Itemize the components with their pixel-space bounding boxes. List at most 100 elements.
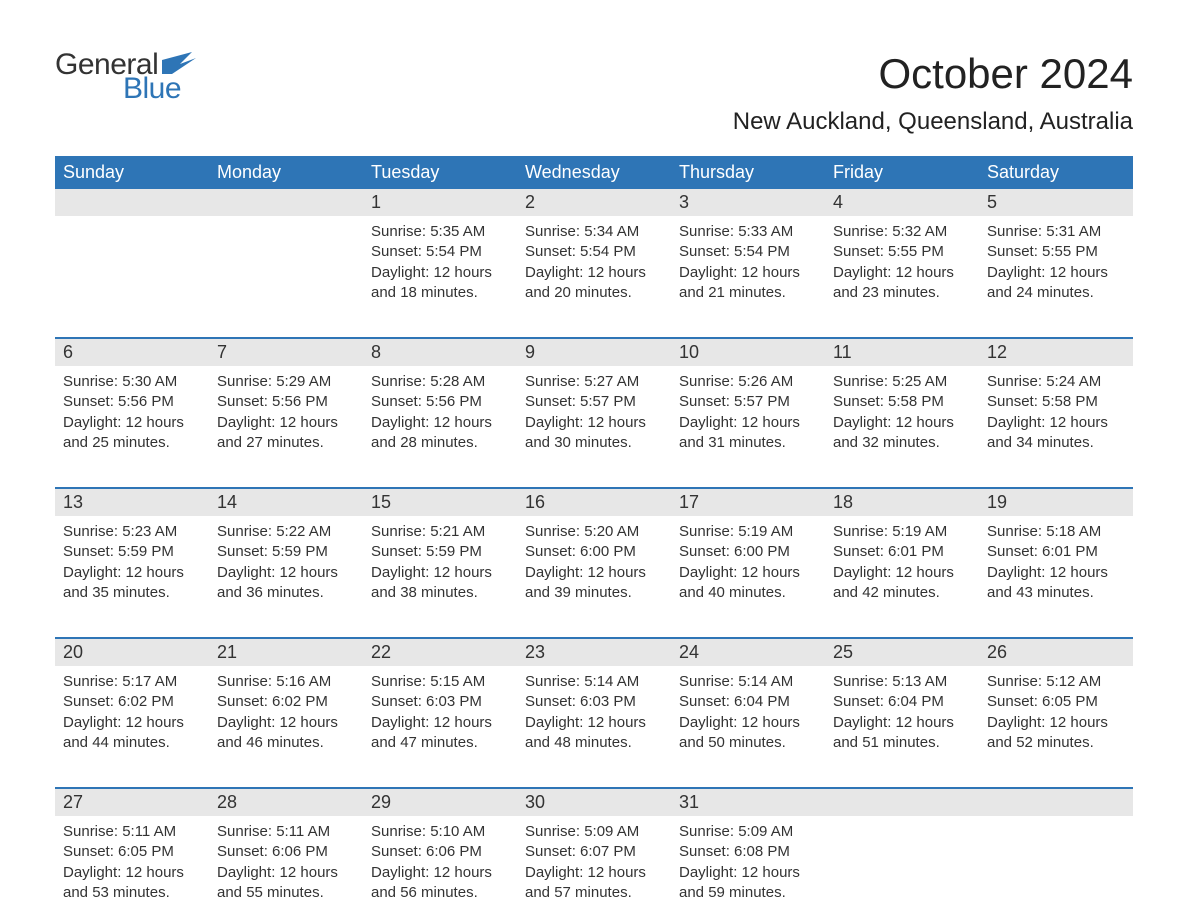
daylight-text: Daylight: 12 hours and 35 minutes.: [63, 563, 201, 604]
day-content: Sunrise: 5:09 AMSunset: 6:08 PMDaylight:…: [671, 816, 825, 917]
daylight-text: Daylight: 12 hours and 25 minutes.: [63, 413, 201, 454]
day-content: Sunrise: 5:10 AMSunset: 6:06 PMDaylight:…: [363, 816, 517, 917]
sunrise-text: Sunrise: 5:12 AM: [987, 672, 1125, 692]
day-cell: 16 Sunrise: 5:20 AMSunset: 6:00 PMDayligh…: [517, 489, 671, 619]
day-number: 19: [979, 489, 1133, 516]
week-row: 20Sunrise: 5:17 AMSunset: 6:02 PMDayligh…: [55, 637, 1133, 769]
sunrise-text: Sunrise: 5:20 AM: [525, 522, 663, 542]
weekday-header: Wednesday: [517, 156, 671, 189]
daylight-text: Daylight: 12 hours and 55 minutes.: [217, 863, 355, 904]
sunrise-text: Sunrise: 5:28 AM: [371, 372, 509, 392]
sunset-text: Sunset: 5:55 PM: [987, 242, 1125, 262]
day-cell: 6 Sunrise: 5:30 AMSunset: 5:56 PMDaylight…: [55, 339, 209, 469]
day-number: [825, 789, 979, 816]
title-block: October 2024 New Auckland, Queensland, A…: [733, 50, 1133, 136]
sunrise-text: Sunrise: 5:10 AM: [371, 822, 509, 842]
week-row: 27Sunrise: 5:11 AMSunset: 6:05 PMDayligh…: [55, 787, 1133, 919]
daylight-text: Daylight: 12 hours and 23 minutes.: [833, 263, 971, 304]
sunset-text: Sunset: 6:08 PM: [679, 842, 817, 862]
day-number: 18: [825, 489, 979, 516]
day-number: 21: [209, 639, 363, 666]
sunset-text: Sunset: 5:54 PM: [371, 242, 509, 262]
day-cell: 22Sunrise: 5:15 AMSunset: 6:03 PMDayligh…: [363, 639, 517, 769]
day-cell: 9Sunrise: 5:27 AMSunset: 5:57 PMDaylight…: [517, 339, 671, 469]
day-content: Sunrise: 5:17 AMSunset: 6:02 PMDaylight:…: [55, 666, 209, 767]
sunrise-text: Sunrise: 5:19 AM: [679, 522, 817, 542]
logo-word2: Blue: [123, 74, 196, 104]
daylight-text: Daylight: 12 hours and 20 minutes.: [525, 263, 663, 304]
week-row: 6Sunrise: 5:30 AMSunset: 5:56 PMDaylight…: [55, 337, 1133, 469]
day-number: 17: [671, 489, 825, 516]
day-number: 15: [363, 489, 517, 516]
daylight-text: Daylight: 12 hours and 31 minutes.: [679, 413, 817, 454]
day-content: Sunrise: 5:16 AMSunset: 6:02 PMDaylight:…: [209, 666, 363, 767]
sunset-text: Sunset: 5:59 PM: [371, 542, 509, 562]
weekday-header: Sunday: [55, 156, 209, 189]
day-content: Sunrise: 5:25 AMSunset: 5:58 PMDaylight:…: [825, 366, 979, 467]
day-content: Sunrise: 5:14 AMSunset: 6:03 PMDaylight:…: [517, 666, 671, 767]
day-content: Sunrise: 5:28 AMSunset: 5:56 PMDaylight:…: [363, 366, 517, 467]
day-number: 22: [363, 639, 517, 666]
day-number: 3: [671, 189, 825, 216]
day-content: Sunrise: 5:13 AMSunset: 6:04 PMDaylight:…: [825, 666, 979, 767]
daylight-text: Daylight: 12 hours and 30 minutes.: [525, 413, 663, 454]
sunrise-text: Sunrise: 5:22 AM: [217, 522, 355, 542]
day-number: 24: [671, 639, 825, 666]
daylight-text: Daylight: 12 hours and 18 minutes.: [371, 263, 509, 304]
weekday-header: Monday: [209, 156, 363, 189]
day-content: Sunrise: 5:35 AMSunset: 5:54 PMDaylight:…: [363, 216, 517, 317]
sunrise-text: Sunrise: 5:35 AM: [371, 222, 509, 242]
daylight-text: Daylight: 12 hours and 32 minutes.: [833, 413, 971, 454]
daylight-text: Daylight: 12 hours and 46 minutes.: [217, 713, 355, 754]
week-row: 13Sunrise: 5:23 AMSunset: 5:59 PMDayligh…: [55, 487, 1133, 619]
day-content: Sunrise: 5:11 AMSunset: 6:05 PMDaylight:…: [55, 816, 209, 917]
sunset-text: Sunset: 6:06 PM: [371, 842, 509, 862]
day-content: Sunrise: 5:14 AMSunset: 6:04 PMDaylight:…: [671, 666, 825, 767]
daylight-text: Daylight: 12 hours and 36 minutes.: [217, 563, 355, 604]
daylight-text: Daylight: 12 hours and 38 minutes.: [371, 563, 509, 604]
day-content: Sunrise: 5:31 AMSunset: 5:55 PMDaylight:…: [979, 216, 1133, 317]
sunrise-text: Sunrise: 5:34 AM: [525, 222, 663, 242]
sunrise-text: Sunrise: 5:15 AM: [371, 672, 509, 692]
day-content: Sunrise: 5:12 AMSunset: 6:05 PMDaylight:…: [979, 666, 1133, 767]
sunrise-text: Sunrise: 5:11 AM: [63, 822, 201, 842]
day-cell: 24Sunrise: 5:14 AMSunset: 6:04 PMDayligh…: [671, 639, 825, 769]
day-cell: 10Sunrise: 5:26 AMSunset: 5:57 PMDayligh…: [671, 339, 825, 469]
sunset-text: Sunset: 6:06 PM: [217, 842, 355, 862]
daylight-text: Daylight: 12 hours and 40 minutes.: [679, 563, 817, 604]
day-number: 6: [55, 339, 209, 366]
daylight-text: Daylight: 12 hours and 51 minutes.: [833, 713, 971, 754]
sunrise-text: Sunrise: 5:27 AM: [525, 372, 663, 392]
day-cell: [209, 189, 363, 319]
day-number: 31: [671, 789, 825, 816]
sunset-text: Sunset: 5:56 PM: [63, 392, 201, 412]
day-cell: 23Sunrise: 5:14 AMSunset: 6:03 PMDayligh…: [517, 639, 671, 769]
sunset-text: Sunset: 5:56 PM: [371, 392, 509, 412]
location: New Auckland, Queensland, Australia: [733, 108, 1133, 136]
day-content: Sunrise: 5:29 AMSunset: 5:56 PMDaylight:…: [209, 366, 363, 467]
sunset-text: Sunset: 5:58 PM: [987, 392, 1125, 412]
sunset-text: Sunset: 6:04 PM: [679, 692, 817, 712]
day-number: 28: [209, 789, 363, 816]
day-number: 16: [517, 489, 671, 516]
day-number: 12: [979, 339, 1133, 366]
day-number: 27: [55, 789, 209, 816]
day-content: Sunrise: 5:15 AMSunset: 6:03 PMDaylight:…: [363, 666, 517, 767]
sunset-text: Sunset: 6:00 PM: [525, 542, 663, 562]
header: General Blue October 2024 New Auckland, …: [55, 50, 1133, 136]
sunrise-text: Sunrise: 5:09 AM: [679, 822, 817, 842]
logo: General Blue: [55, 50, 196, 104]
day-cell: 30Sunrise: 5:09 AMSunset: 6:07 PMDayligh…: [517, 789, 671, 919]
daylight-text: Daylight: 12 hours and 39 minutes.: [525, 563, 663, 604]
sunrise-text: Sunrise: 5:30 AM: [63, 372, 201, 392]
weekday-header: Thursday: [671, 156, 825, 189]
daylight-text: Daylight: 12 hours and 52 minutes.: [987, 713, 1125, 754]
day-number: 7: [209, 339, 363, 366]
sunrise-text: Sunrise: 5:33 AM: [679, 222, 817, 242]
day-number: 26: [979, 639, 1133, 666]
day-cell: 14Sunrise: 5:22 AMSunset: 5:59 PMDayligh…: [209, 489, 363, 619]
day-number: 25: [825, 639, 979, 666]
sunset-text: Sunset: 6:03 PM: [525, 692, 663, 712]
sunrise-text: Sunrise: 5:21 AM: [371, 522, 509, 542]
day-cell: 26Sunrise: 5:12 AMSunset: 6:05 PMDayligh…: [979, 639, 1133, 769]
